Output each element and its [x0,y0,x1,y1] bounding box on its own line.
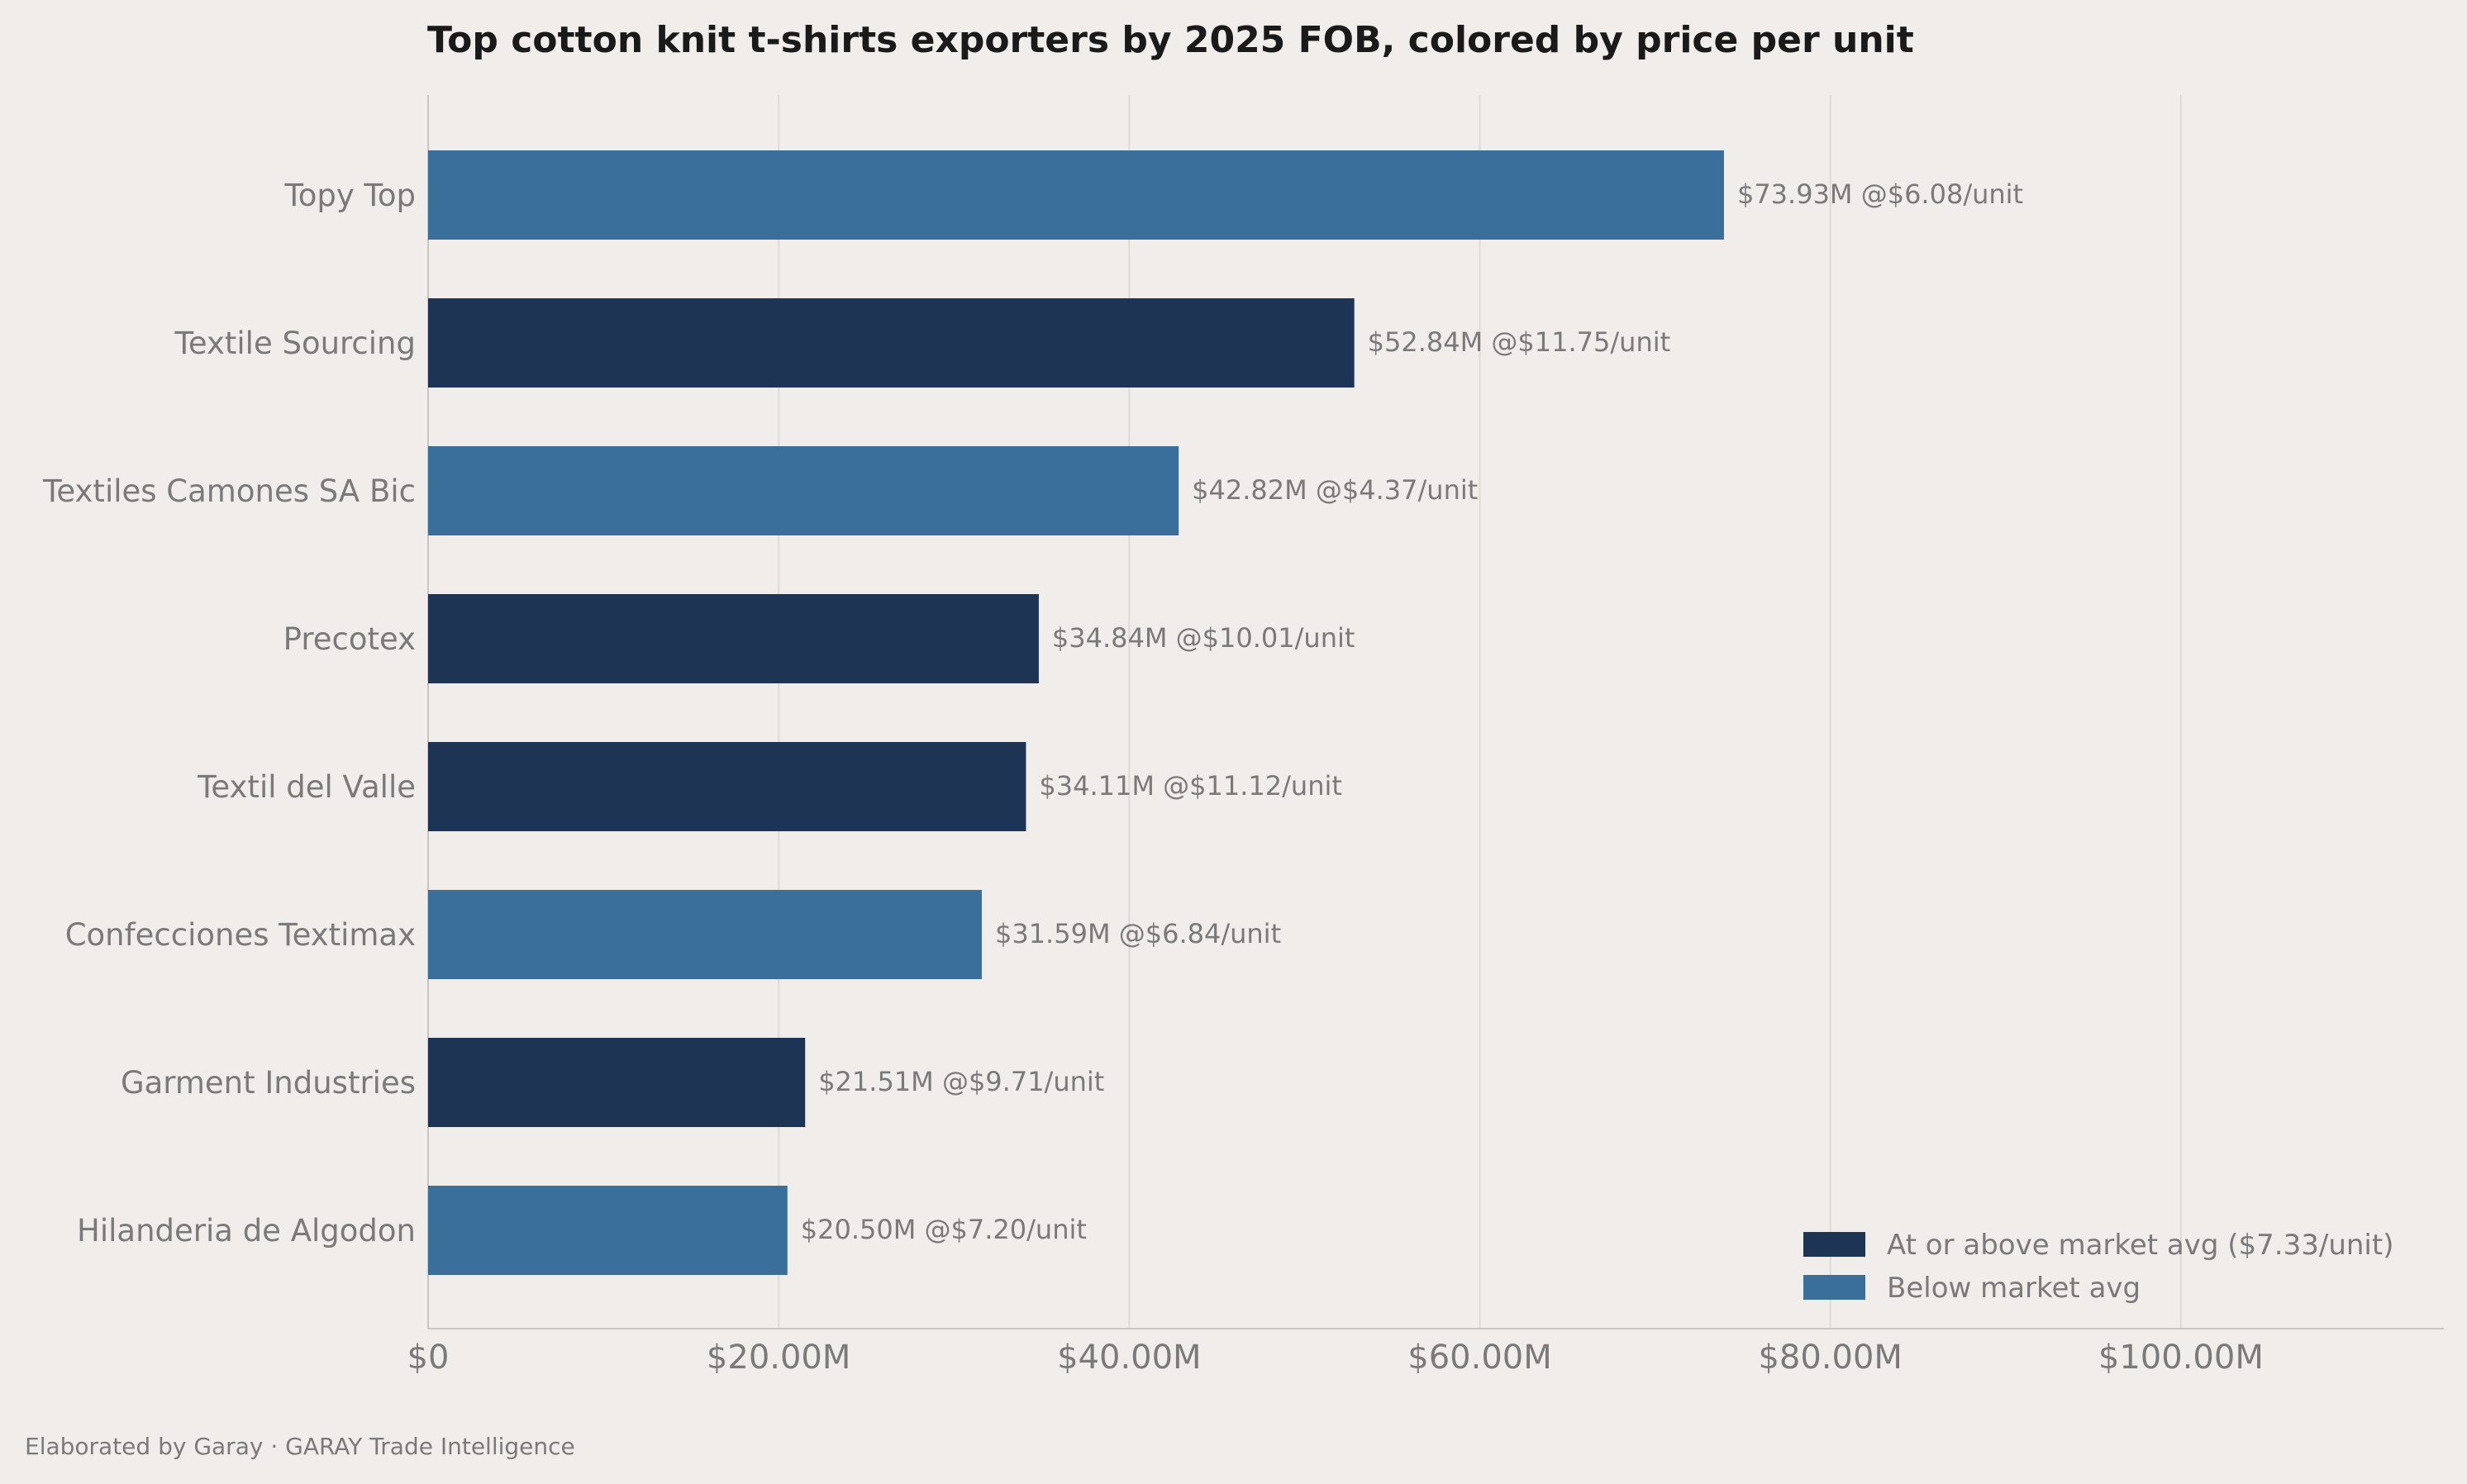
value-label: $20.50M @$7.20/unit [801,1214,1087,1245]
grid-layer [778,95,2182,1329]
x-tick-label: $60.00M [1407,1339,1551,1377]
bar [428,150,1724,240]
x-tick-label: $80.00M [1758,1339,1902,1377]
value-label: $42.82M @$4.37/unit [1192,474,1478,506]
legend-swatch [1803,1232,1865,1257]
bar [428,742,1026,831]
value-label: $52.84M @$11.75/unit [1368,326,1671,358]
value-label: $31.59M @$6.84/unit [995,918,1281,949]
bar [428,446,1179,535]
axis-layer: $0 $20.00M $40.00M $60.00M $80.00M $100.00M [407,95,2444,1377]
value-label: $73.93M @$6.08/unit [1737,178,2023,210]
category-label: Textile Sourcing [174,326,416,361]
category-label: Garment Industries [121,1065,416,1101]
category-label: Hilanderia de Algodon [77,1213,416,1249]
value-label: $34.84M @$10.01/unit [1052,622,1355,654]
bar [428,298,1355,388]
x-tick-label: $100.00M [2098,1339,2264,1377]
legend-label: At or above market avg ($7.33/unit) [1887,1229,2393,1262]
chart-title: Top cotton knit t-shirts exporters by 20… [427,19,1914,61]
footer-credit: Elaborated by Garay · GARAY Trade Intell… [25,1433,575,1460]
x-tick-label: $40.00M [1057,1339,1201,1377]
category-label: Textil del Valle [197,769,416,805]
category-label: Textiles Camones SA Bic [42,473,416,509]
bar [428,1186,788,1275]
bar-layer [428,150,1724,1275]
x-tick-label: $0 [407,1339,450,1377]
value-label: $21.51M @$9.71/unit [818,1066,1104,1097]
legend: At or above market avg ($7.33/unit) Below… [1803,1229,2393,1305]
bar [428,594,1039,683]
bar [428,890,982,979]
x-tick-label: $20.00M [707,1339,850,1377]
legend-swatch [1803,1275,1865,1300]
category-label: Confecciones Textimax [65,917,416,953]
label-layer: Topy Top $73.93M @$6.08/unit Textile Sourc… [42,178,2023,1249]
category-label: Topy Top [283,178,416,213]
legend-label: Below market avg [1887,1272,2141,1305]
category-label: Precotex [283,621,416,657]
bar [428,1038,806,1127]
value-label: $34.11M @$11.12/unit [1039,770,1342,801]
